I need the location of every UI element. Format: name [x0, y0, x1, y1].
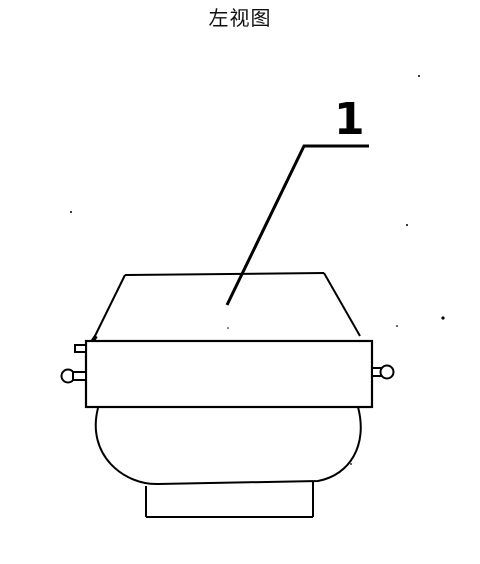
bowl-body: [96, 407, 361, 484]
callout-leader-line: [227, 146, 369, 305]
right-knob: [372, 366, 394, 379]
middle-band: [86, 341, 372, 407]
callout-number: 1: [334, 94, 365, 145]
base-pedestal: [146, 482, 313, 517]
upper-frustum: [90, 273, 360, 345]
left-knob: [62, 345, 87, 383]
